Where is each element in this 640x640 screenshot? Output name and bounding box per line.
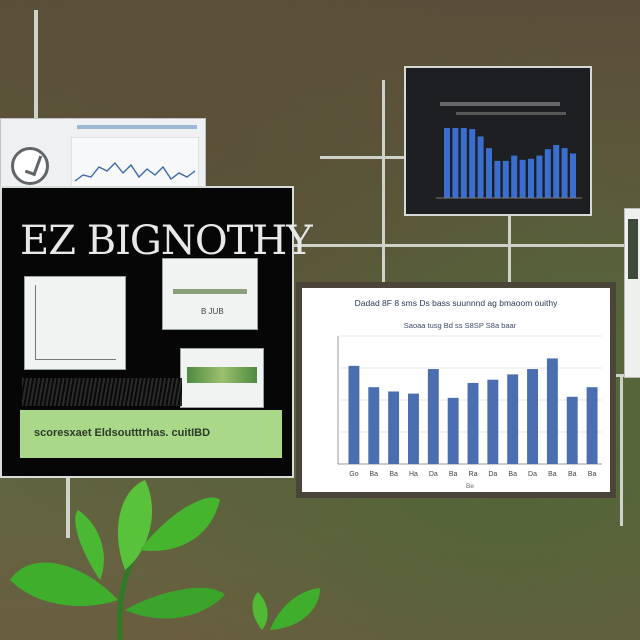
x-tick-label: Go bbox=[349, 471, 358, 478]
dark-chart-bar bbox=[544, 149, 551, 198]
dark-chart-bar bbox=[502, 160, 509, 198]
card-caption: B JUB bbox=[201, 307, 224, 316]
x-tick-label: Da bbox=[429, 471, 438, 478]
scatter-card bbox=[24, 276, 126, 370]
chart-axis bbox=[35, 285, 116, 360]
mini-dashboard-panel bbox=[0, 118, 206, 196]
dark-chart-bar bbox=[528, 158, 534, 198]
x-tick-label: Ba bbox=[508, 471, 517, 478]
x-tick-label: Ha bbox=[409, 471, 418, 478]
connector-line bbox=[34, 10, 38, 122]
dark-chart-bar bbox=[536, 155, 543, 198]
connector-line bbox=[508, 214, 511, 286]
dark-chart-bar bbox=[460, 128, 467, 198]
x-tick-label: Ra bbox=[469, 471, 478, 478]
dark-chart-bar bbox=[561, 148, 568, 198]
progress-bar bbox=[173, 289, 247, 294]
chart-bar bbox=[507, 374, 519, 464]
connector-line bbox=[382, 80, 385, 286]
progress-card: B JUB bbox=[162, 258, 258, 330]
chart-bar bbox=[527, 369, 538, 464]
landscape-thumbnail bbox=[187, 367, 257, 383]
decorative-bristles bbox=[22, 378, 182, 406]
dark-chart-bar bbox=[570, 153, 576, 198]
chart-bar bbox=[388, 391, 400, 464]
x-tick-label: Ba bbox=[369, 471, 378, 478]
chart-bar bbox=[487, 379, 499, 464]
dark-chart-bar bbox=[519, 159, 526, 198]
x-tick-label: Ba bbox=[588, 471, 597, 478]
plant-leaves bbox=[10, 480, 320, 640]
dark-chart-bar bbox=[469, 129, 476, 198]
chart-bar bbox=[408, 393, 419, 464]
chart-bar bbox=[447, 397, 459, 464]
main-dashboard-panel: EZ BIGNOTHY B JUB scoresxaet Eldsoutttrh… bbox=[0, 186, 313, 478]
bar-chart: Dadad 8F 8 sms Ds bass suunnnd ag bmaoom… bbox=[337, 298, 602, 490]
gauge-icon bbox=[11, 147, 49, 185]
chart-subtitle: Saoaa tusg Bd ss S8SP S8a baar bbox=[404, 321, 517, 330]
dark-chart-bar bbox=[477, 136, 484, 198]
bar-chart-panel: Dadad 8F 8 sms Ds bass suunnnd ag bmaoom… bbox=[296, 282, 616, 498]
mini-line-chart bbox=[71, 137, 199, 191]
chart-title: Dadad 8F 8 sms Ds bass suunnnd ag bmaoom… bbox=[355, 298, 558, 308]
x-tick-label: Da bbox=[488, 471, 497, 478]
chart-subtitle-placeholder bbox=[456, 112, 566, 115]
dark-chart-bar bbox=[452, 128, 459, 198]
bar-chart-canvas: Dadad 8F 8 sms Ds bass suunnnd ag bmaoom… bbox=[302, 288, 610, 492]
chart-bar bbox=[348, 365, 360, 464]
dark-chart-bar bbox=[494, 160, 501, 198]
chart-bar bbox=[546, 358, 558, 464]
chart-bar bbox=[566, 396, 578, 464]
x-tick-label: Ba bbox=[548, 471, 557, 478]
chart-bar bbox=[467, 382, 479, 464]
status-band-text: scoresxaet Eldsoutttrhas. cuitIBD bbox=[34, 427, 211, 439]
edge-panel bbox=[624, 208, 640, 378]
panel-title: EZ BIGNOTHY bbox=[20, 218, 313, 264]
x-axis-caption: Be bbox=[466, 483, 474, 490]
dark-bar-chart-panel bbox=[404, 66, 592, 216]
x-tick-label: Ba bbox=[389, 471, 398, 478]
x-tick-label: Da bbox=[528, 471, 537, 478]
dark-chart-bar bbox=[486, 148, 492, 198]
dark-bar-chart bbox=[436, 102, 582, 199]
panel-header-bar bbox=[77, 125, 197, 129]
connector-line bbox=[294, 244, 624, 247]
status-band: scoresxaet Eldsoutttrhas. cuitIBD bbox=[20, 410, 282, 458]
chart-title-placeholder bbox=[440, 102, 560, 106]
dark-chart-bar bbox=[511, 155, 518, 198]
chart-bar bbox=[368, 387, 380, 464]
image-card bbox=[180, 348, 264, 408]
chart-bar bbox=[586, 387, 598, 464]
chart-bar bbox=[427, 369, 439, 464]
dark-chart-bar bbox=[553, 144, 560, 198]
x-tick-label: Ba bbox=[449, 471, 458, 478]
x-tick-label: Ba bbox=[568, 471, 577, 478]
connector-line bbox=[620, 376, 623, 526]
connector-line bbox=[66, 478, 70, 538]
dark-chart-bar bbox=[444, 128, 450, 198]
